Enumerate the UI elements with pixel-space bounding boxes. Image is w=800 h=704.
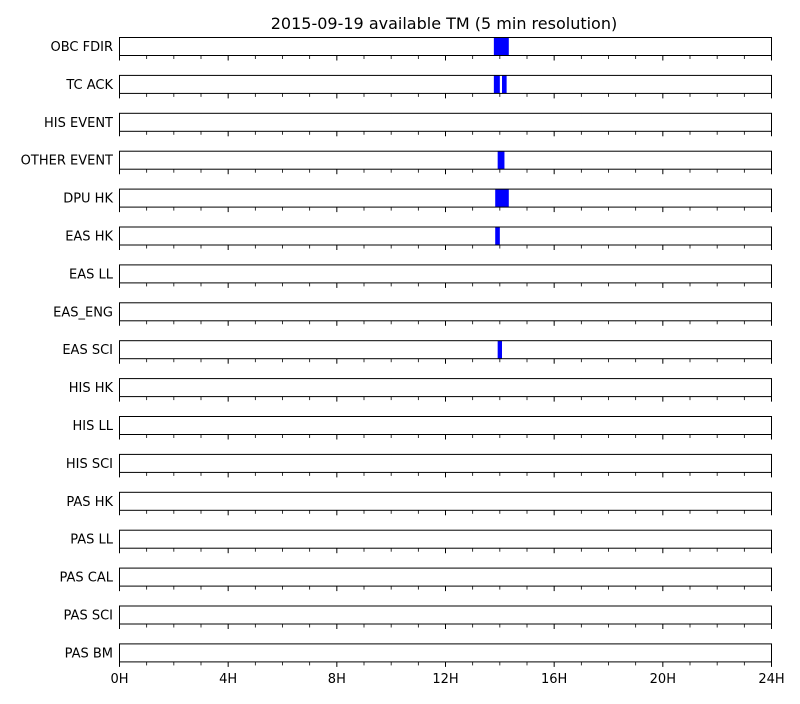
availability-bar	[502, 75, 507, 94]
row-label: EAS HK	[65, 230, 113, 245]
row-frame	[119, 491, 772, 511]
row-frame	[119, 226, 772, 246]
x-tick-label: 8H	[328, 672, 346, 687]
row-frame	[119, 529, 772, 549]
row-his-ll: HIS LL	[73, 416, 772, 440]
row-frame	[119, 643, 772, 663]
row-frame	[119, 264, 772, 284]
row-frame	[119, 302, 772, 322]
x-tick-label: 4H	[219, 672, 237, 687]
row-eas-ll: EAS LL	[69, 264, 772, 288]
x-tick-label: 16H	[541, 672, 567, 687]
row-pas-ll: PAS LL	[70, 529, 772, 554]
row-frame	[119, 340, 772, 360]
row-frame	[119, 74, 772, 94]
row-frame	[119, 378, 772, 398]
row-his-hk: HIS HK	[69, 378, 772, 402]
chart-title: 2015-09-19 available TM (5 min resolutio…	[271, 14, 617, 33]
row-label: HIS SCI	[66, 457, 113, 472]
row-label: PAS SCI	[64, 609, 113, 624]
x-tick-label: 0H	[110, 672, 128, 687]
row-his-event: HIS EVENT	[44, 112, 772, 137]
row-frame	[119, 605, 772, 625]
row-label: EAS SCI	[62, 343, 113, 358]
row-dpu-hk: DPU HK	[63, 188, 772, 213]
row-eas-sci: EAS SCI	[62, 340, 772, 364]
row-label: PAS CAL	[60, 571, 114, 586]
row-label: HIS HK	[69, 381, 114, 396]
availability-bar	[495, 189, 509, 208]
row-label: PAS HK	[66, 495, 113, 510]
row-label: OBC FDIR	[51, 40, 114, 55]
row-frame	[119, 150, 772, 170]
row-label: PAS BM	[65, 646, 113, 661]
row-his-sci: HIS SCI	[66, 453, 772, 478]
row-frame	[119, 567, 772, 587]
row-eas-eng: EAS_ENG	[53, 302, 772, 326]
row-pas-cal: PAS CAL	[60, 567, 772, 592]
x-axis: 0H 4H 8H 12H 16H 20H 24H	[110, 672, 784, 687]
row-other-event: OTHER EVENT	[21, 150, 772, 175]
row-pas-bm: PAS BM	[65, 643, 772, 667]
row-label: HIS EVENT	[44, 116, 113, 131]
availability-bar	[497, 151, 505, 170]
row-eas-hk: EAS HK	[65, 226, 772, 250]
row-label: EAS LL	[69, 267, 114, 282]
row-frame	[119, 37, 772, 56]
row-frame	[119, 453, 772, 473]
row-frame	[119, 416, 772, 435]
availability-bar	[493, 75, 500, 94]
x-tick-label: 12H	[432, 672, 458, 687]
row-label: OTHER EVENT	[21, 154, 113, 169]
row-label: DPU HK	[63, 192, 113, 207]
row-tc-ack: TC ACK	[65, 74, 772, 99]
row-label: TC ACK	[65, 78, 113, 93]
row-label: PAS LL	[70, 533, 114, 548]
x-tick-label: 24H	[758, 672, 784, 687]
timeline-rows: OBC FDIR TC ACK HIS EVENT OTHER EVENT DPU HK…	[21, 37, 772, 667]
availability-bar	[493, 37, 509, 56]
row-pas-hk: PAS HK	[66, 491, 772, 516]
availability-bar	[497, 340, 503, 359]
row-pas-sci: PAS SCI	[64, 605, 772, 629]
x-tick-label: 20H	[650, 672, 676, 687]
row-frame	[119, 188, 772, 208]
row-label: EAS_ENG	[53, 305, 113, 320]
row-frame	[119, 112, 772, 132]
availability-bar	[495, 227, 500, 245]
row-label: HIS LL	[73, 419, 114, 434]
row-obc-fdir: OBC FDIR	[51, 37, 772, 61]
